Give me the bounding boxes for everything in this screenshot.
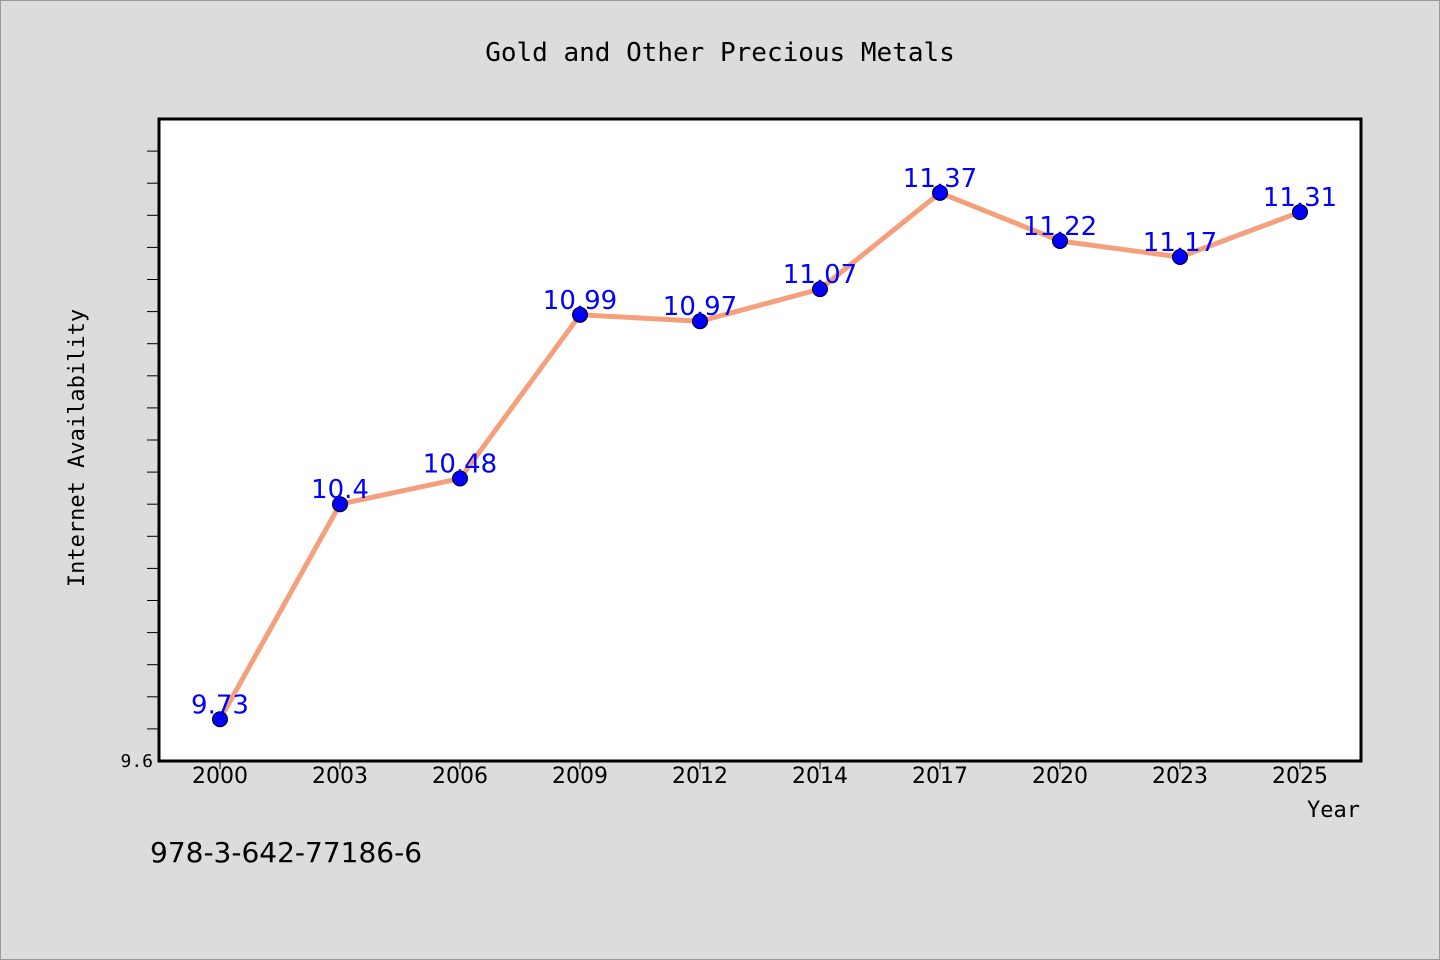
- data-label: 11.37: [903, 164, 977, 194]
- data-point: [1172, 249, 1188, 266]
- data-label: 11.17: [1143, 228, 1217, 258]
- x-tick-label: 2006: [432, 764, 488, 789]
- x-tick-label: 2000: [192, 764, 248, 789]
- x-tick-label: 2003: [312, 764, 368, 789]
- data-point: [212, 711, 228, 728]
- isbn-text: 978-3-642-77186-6: [150, 836, 422, 869]
- data-point: [332, 496, 348, 513]
- data-point: [1292, 204, 1308, 221]
- chart-title: Gold and Other Precious Metals: [485, 38, 955, 68]
- x-tick-label: 2012: [672, 764, 728, 789]
- x-tick-label: 2009: [552, 764, 608, 789]
- x-tick-label: 2023: [1152, 764, 1208, 789]
- x-axis-label: Year: [1307, 798, 1360, 823]
- series-line: [217, 190, 1303, 722]
- x-tick-label: 2014: [792, 764, 848, 789]
- data-point: [932, 184, 948, 201]
- y-tick-label: 9.6: [120, 751, 153, 772]
- y-axis-label: Internet Availability: [65, 309, 90, 587]
- y-axis-ticks: [147, 150, 159, 730]
- x-axis-tick-labels: 2000 2003 2006 2009 2012 2014 2017 2020 2023 2025: [192, 764, 1328, 789]
- x-tick-label: 2025: [1272, 764, 1328, 789]
- data-label: 10.97: [663, 292, 737, 322]
- x-tick-label: 2017: [912, 764, 968, 789]
- data-point: [572, 306, 588, 323]
- data-labels: 9.73 10.4 10.48 10.99 10.97 11.07 11.37 11.22 11…: [191, 164, 1337, 720]
- data-label: 10.4: [311, 475, 369, 505]
- x-tick-label: 2020: [1032, 764, 1088, 789]
- data-label: 11.07: [783, 260, 857, 290]
- x-axis-ticks: [219, 761, 1301, 769]
- data-point: [812, 281, 828, 298]
- data-point: [692, 313, 708, 330]
- data-label: 10.99: [543, 286, 617, 316]
- data-point: [1052, 232, 1068, 249]
- data-label: 11.31: [1263, 183, 1337, 213]
- series-markers: [212, 184, 1308, 728]
- data-label: 11.22: [1023, 212, 1097, 242]
- plot-area: [157, 117, 1363, 763]
- data-label: 9.73: [191, 690, 249, 720]
- data-label: 10.48: [423, 450, 497, 480]
- data-point: [452, 470, 468, 487]
